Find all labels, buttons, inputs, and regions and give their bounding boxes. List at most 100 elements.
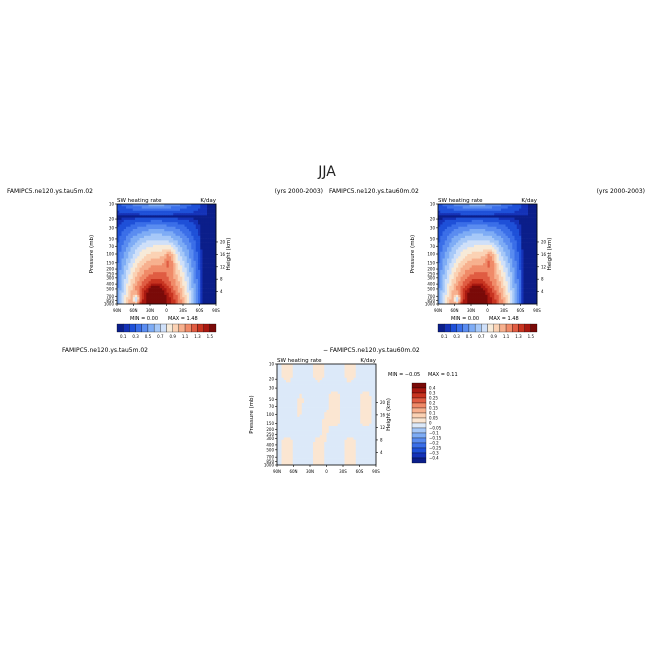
field-cell (150, 235, 154, 239)
field-cell (326, 366, 330, 369)
field-cell (485, 215, 488, 218)
field-cell (155, 235, 158, 239)
field-cell (213, 210, 217, 214)
field-cell (331, 400, 334, 404)
field-cell (438, 263, 441, 266)
field-cell (492, 226, 495, 230)
field-cell (351, 377, 354, 381)
field-cell (507, 233, 511, 237)
field-cell (492, 247, 495, 250)
field-cell (162, 213, 165, 216)
colorbar-swatch (512, 323, 519, 333)
field-cell (128, 219, 131, 223)
field-cell (349, 389, 352, 392)
field-cell (534, 285, 538, 289)
field-cell (523, 281, 527, 284)
field-cell (451, 301, 455, 305)
field-cell (204, 231, 208, 234)
field-cell (467, 233, 470, 237)
field-cell (137, 301, 140, 305)
field-cell (460, 219, 464, 223)
field-cell (128, 217, 131, 221)
field-cell (292, 389, 296, 392)
field-cell (326, 398, 330, 402)
field-cell (335, 409, 339, 413)
field-cell (304, 370, 307, 374)
field-cell (364, 405, 368, 408)
field-cell (204, 249, 208, 253)
field-cell (182, 251, 185, 255)
field-cell (465, 269, 468, 273)
field-cell (469, 297, 473, 300)
field-cell (514, 204, 518, 207)
field-cell (162, 240, 165, 243)
field-cell (358, 375, 361, 379)
field-cell (319, 366, 323, 369)
field-cell (171, 247, 174, 250)
field-cell (521, 254, 524, 257)
field-cell (505, 267, 509, 271)
field-cell (326, 370, 330, 374)
field-cell (498, 254, 502, 257)
field-cell (498, 204, 502, 207)
field-cell (456, 235, 459, 239)
field-cell (503, 210, 506, 214)
field-cell (162, 251, 165, 255)
field-cell (469, 204, 473, 207)
field-cell (353, 380, 357, 383)
field-cell (209, 281, 212, 284)
field-cell (166, 238, 170, 241)
colorbar-swatch (178, 323, 186, 333)
field-cell (119, 240, 122, 243)
field-cell (342, 405, 345, 408)
field-cell (476, 256, 479, 259)
field-cell (501, 260, 504, 264)
field-cell (476, 276, 479, 280)
field-cell (501, 208, 504, 212)
field-cell (306, 373, 309, 376)
field-cell (453, 231, 457, 234)
field-cell (119, 254, 122, 257)
field-cell (532, 285, 536, 289)
field-cell (159, 272, 163, 275)
field-cell (286, 409, 289, 413)
field-cell (162, 285, 165, 289)
field-cell (507, 254, 511, 257)
field-cell (121, 274, 125, 278)
field-cell (438, 281, 441, 284)
field-cell (519, 215, 522, 218)
field-cell (299, 384, 303, 388)
field-cell (496, 272, 500, 275)
field-cell (498, 247, 502, 250)
field-cell (494, 240, 497, 243)
field-cell (519, 290, 522, 293)
field-cell (301, 366, 305, 369)
field-cell (440, 242, 443, 246)
field-cell (453, 290, 457, 293)
field-cell (126, 263, 129, 266)
field-cell (186, 240, 190, 243)
field-cell (353, 403, 357, 406)
field-cell (168, 226, 172, 230)
field-cell (193, 294, 197, 298)
field-cell (126, 267, 129, 271)
field-cell (442, 231, 446, 234)
field-cell (135, 210, 138, 214)
field-cell (317, 386, 321, 390)
field-cell (146, 274, 149, 278)
field-cell (171, 213, 174, 216)
field-cell (532, 263, 536, 266)
field-cell (132, 294, 136, 298)
field-cell (494, 258, 497, 262)
field-cell (521, 265, 524, 268)
field-cell (480, 231, 484, 234)
field-cell (281, 382, 285, 385)
field-cell (514, 285, 518, 289)
field-cell (204, 294, 208, 298)
field-cell (304, 366, 307, 369)
field-cell (164, 233, 167, 237)
field-cell (346, 368, 350, 372)
field-cell (191, 215, 194, 218)
field-cell (492, 283, 495, 287)
field-cell (507, 294, 511, 298)
